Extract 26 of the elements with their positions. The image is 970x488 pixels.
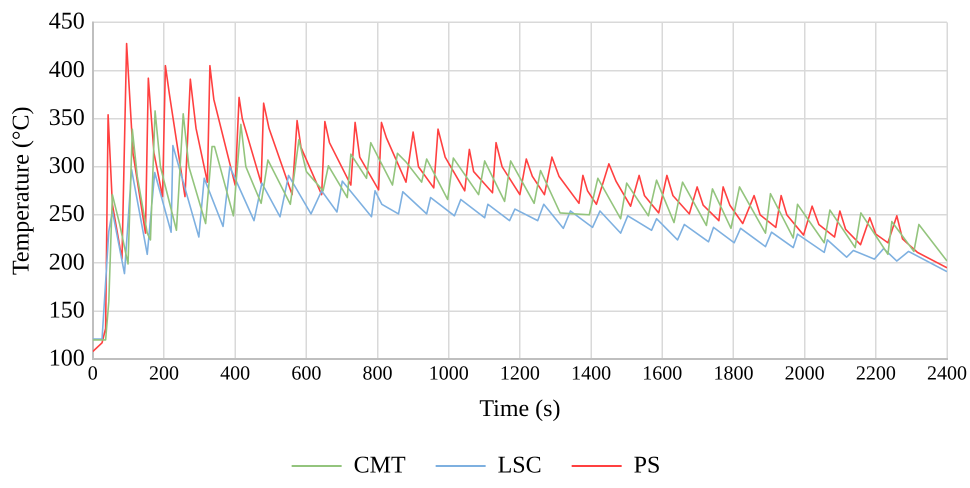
- y-tick-label: 450: [48, 8, 85, 35]
- legend-label: PS: [634, 452, 660, 478]
- y-tick-label: 400: [48, 56, 85, 83]
- x-tick-label: 400: [220, 362, 250, 384]
- x-tick-label: 800: [362, 362, 393, 384]
- y-tick-label: 350: [48, 104, 85, 131]
- y-tick-label: 200: [48, 249, 85, 276]
- y-tick-label: 250: [48, 201, 85, 228]
- x-tick-label: 1400: [571, 362, 612, 384]
- x-tick-label: 2200: [856, 362, 896, 384]
- x-tick-label: 600: [291, 362, 322, 384]
- x-tick-label: 0: [88, 362, 98, 384]
- legend-label: LSC: [498, 452, 542, 478]
- x-axis-title: Time (s): [479, 396, 560, 422]
- legend-label: CMT: [354, 452, 406, 478]
- x-tick-label: 2400: [927, 362, 967, 384]
- x-tick-label: 1800: [713, 362, 754, 384]
- x-tick-label: 1600: [642, 362, 682, 384]
- x-tick-label: 200: [148, 362, 179, 384]
- y-tick-label: 300: [48, 153, 85, 180]
- y-axis-title: Temperature (°C): [8, 106, 35, 276]
- y-tick-label: 150: [48, 297, 85, 324]
- y-tick-label: 100: [48, 345, 85, 372]
- x-tick-label: 1000: [428, 362, 469, 384]
- x-tick-label: 2000: [784, 362, 825, 384]
- x-tick-label: 1200: [500, 362, 540, 384]
